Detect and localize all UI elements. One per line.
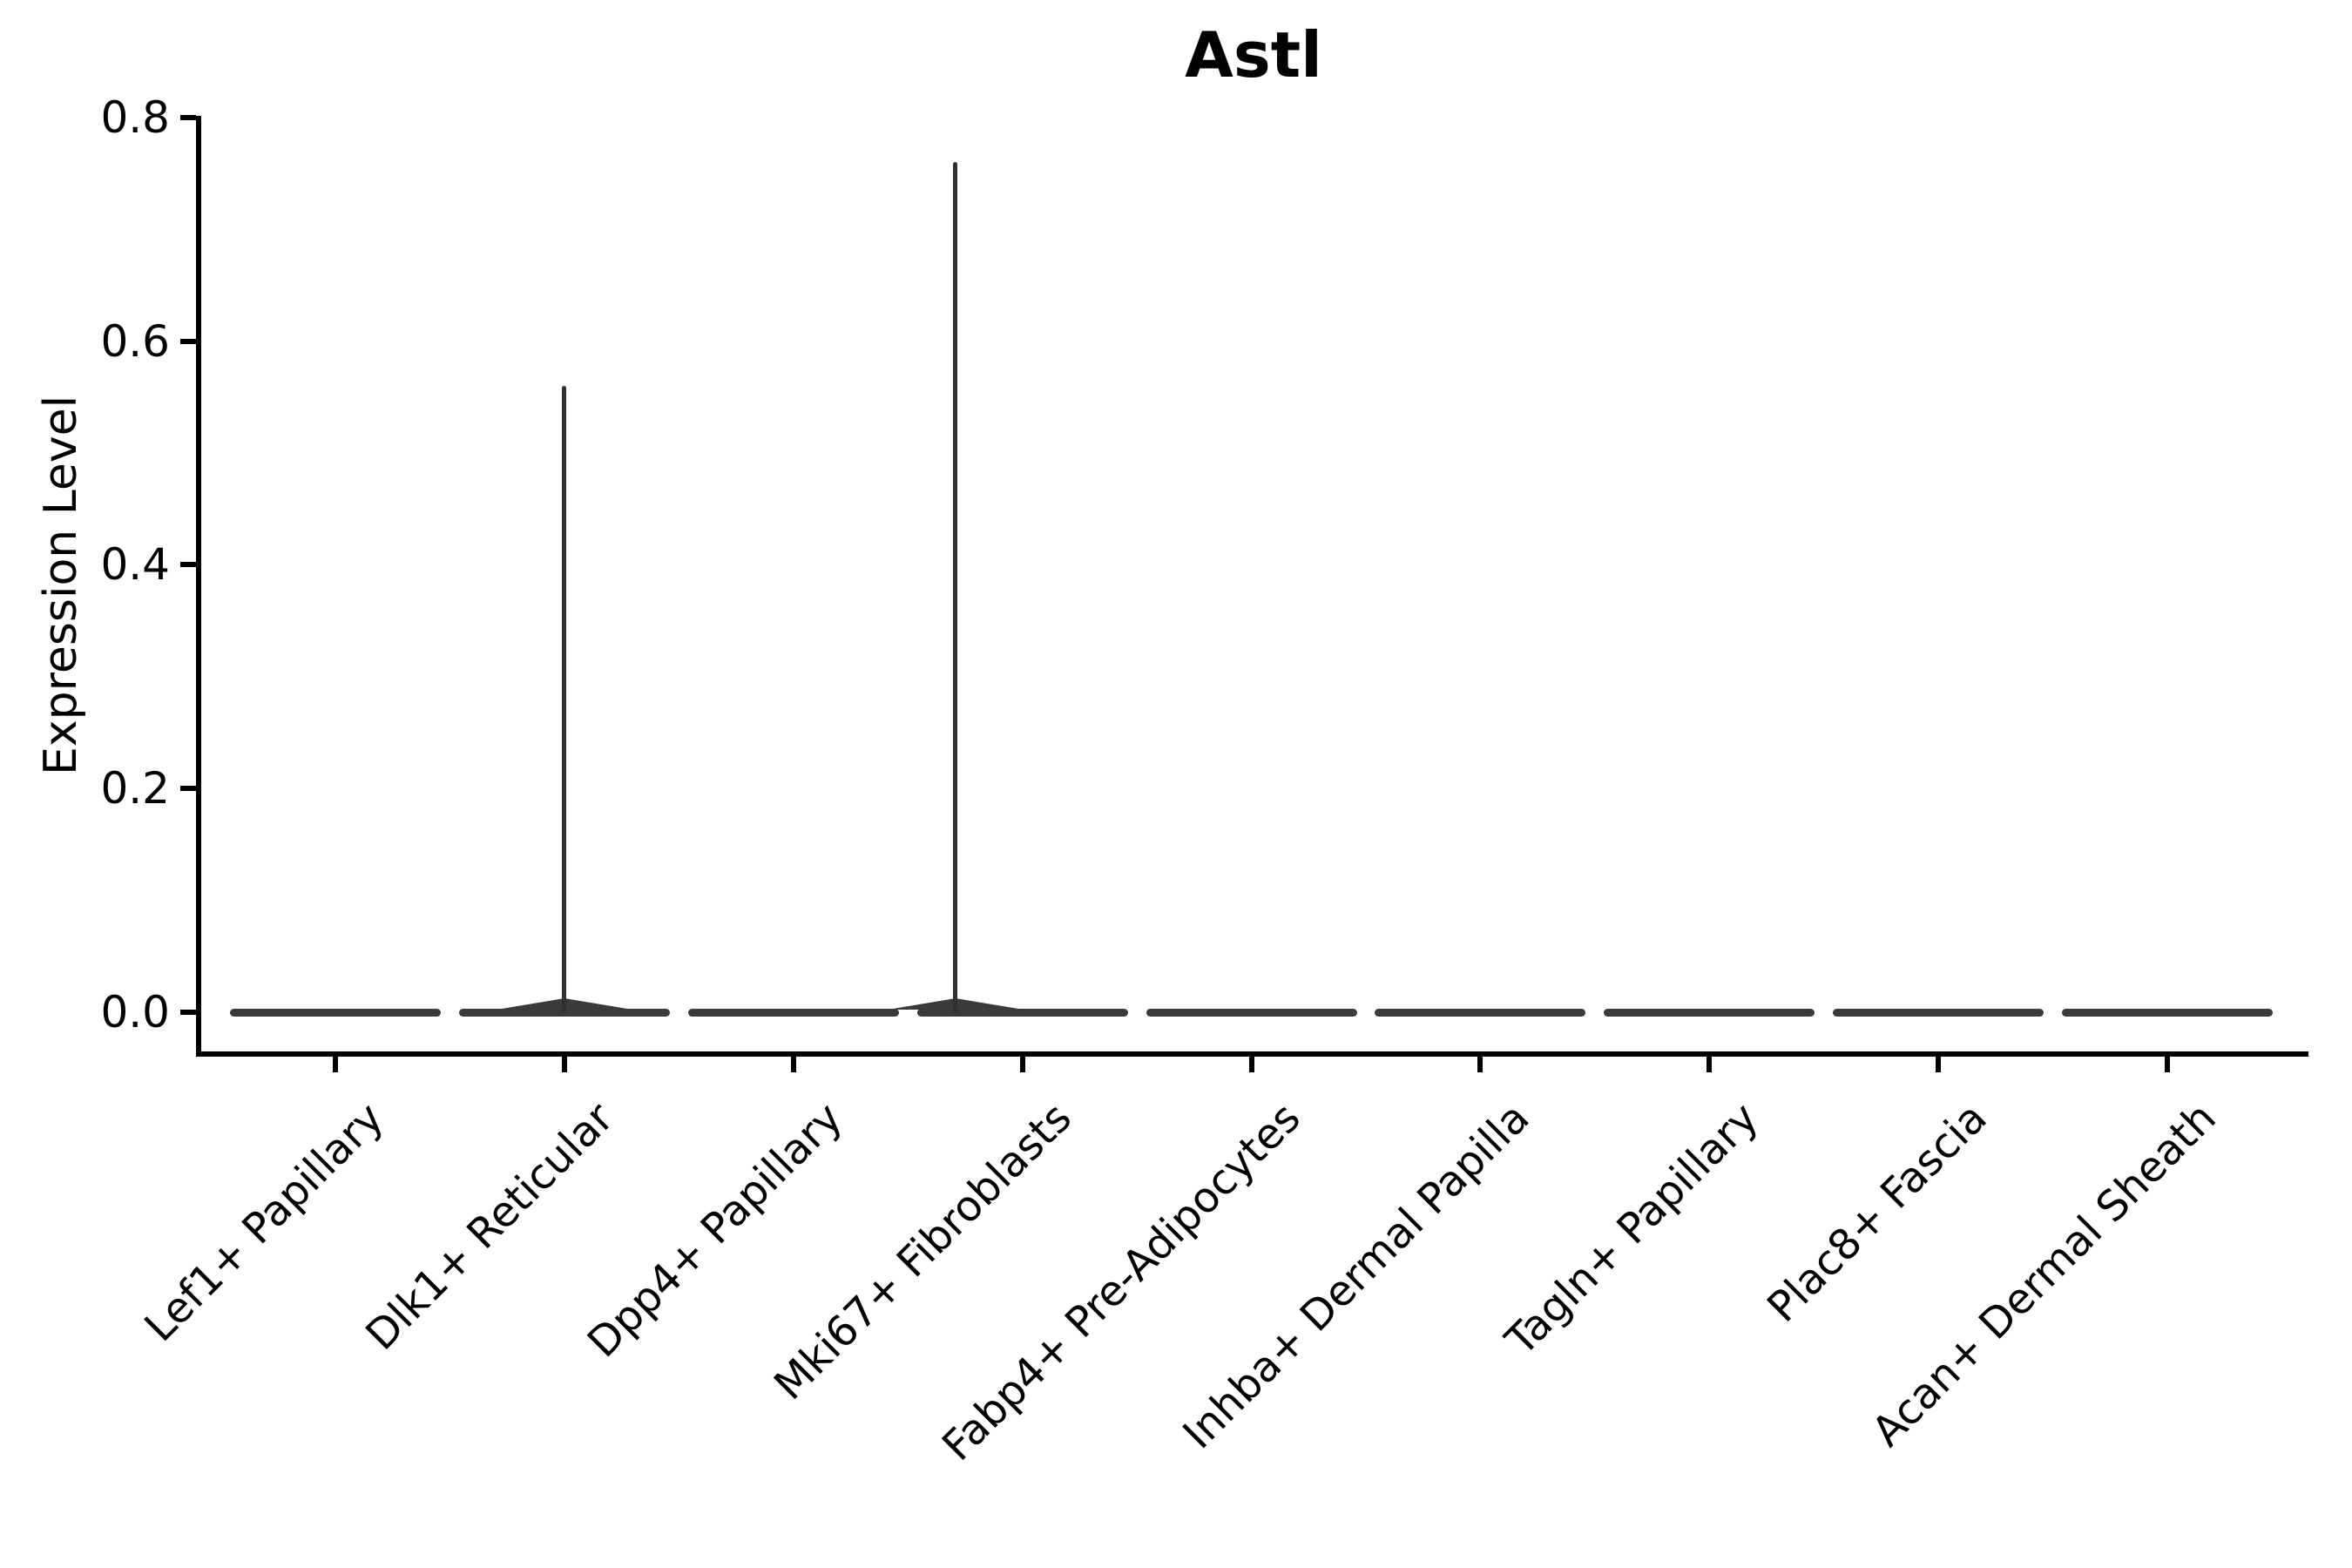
- violin-body-fabp4-pre-adipocytes: [1146, 1008, 1357, 1017]
- y-tick-mark-0.8: [180, 114, 196, 120]
- y-tick-label-0.4: 0.4: [100, 539, 170, 591]
- violin-body-inhba-dermal-papilla: [1375, 1008, 1586, 1017]
- x-tick-label-tagln-papillary: Tagln+ Papillary: [1496, 1093, 1768, 1365]
- y-tick-label-0.8: 0.8: [100, 91, 170, 143]
- x-tick-label-dpp4-papillary: Dpp4+ Papillary: [578, 1093, 852, 1368]
- y-tick-mark-0.0: [180, 1010, 196, 1015]
- x-tick-mark-plac8-fascia: [1936, 1057, 1942, 1072]
- violin-body-dpp4-papillary: [687, 1008, 899, 1017]
- y-axis-line: [196, 116, 201, 1057]
- violin-body-plac8-fascia: [1833, 1008, 2044, 1017]
- x-tick-mark-dlk1-reticular: [561, 1057, 567, 1072]
- y-tick-label-0.6: 0.6: [100, 315, 170, 367]
- y-tick-label-0.0: 0.0: [100, 987, 170, 1037]
- y-tick-label-0.2: 0.2: [100, 763, 170, 814]
- x-tick-mark-acan-dermal-sheath: [2165, 1057, 2170, 1072]
- x-tick-mark-lef1-papillary: [333, 1057, 338, 1072]
- x-tick-mark-mki67-fibroblasts: [1019, 1057, 1025, 1072]
- x-tick-label-plac8-fascia: Plac8+ Fascia: [1758, 1093, 1997, 1332]
- violin-spike-mki67-fibroblasts: [953, 162, 958, 1012]
- violin-body-acan-dermal-sheath: [2062, 1008, 2273, 1017]
- x-tick-mark-tagln-papillary: [1707, 1057, 1713, 1072]
- x-tick-mark-inhba-dermal-papilla: [1477, 1057, 1484, 1072]
- x-axis-line: [196, 1051, 2308, 1057]
- violin-body-dlk1-reticular: [458, 1008, 670, 1017]
- violin-spike-dlk1-reticular: [562, 385, 567, 1012]
- violin-body-lef1-papillary: [230, 1008, 441, 1017]
- x-tick-mark-fabp4-pre-adipocytes: [1248, 1057, 1254, 1072]
- y-tick-mark-0.4: [180, 562, 196, 568]
- x-tick-label-dlk1-reticular: Dlk1+ Reticular: [355, 1093, 623, 1360]
- violin-body-tagln-papillary: [1604, 1008, 1815, 1017]
- violin-body-mki67-fibroblasts: [916, 1008, 1128, 1017]
- y-tick-mark-0.2: [180, 786, 196, 792]
- chart-title: Astl: [1185, 18, 1322, 91]
- y-tick-mark-0.6: [180, 338, 196, 344]
- x-tick-mark-dpp4-papillary: [790, 1057, 796, 1072]
- x-tick-label-lef1-papillary: Lef1+ Papillary: [135, 1093, 394, 1352]
